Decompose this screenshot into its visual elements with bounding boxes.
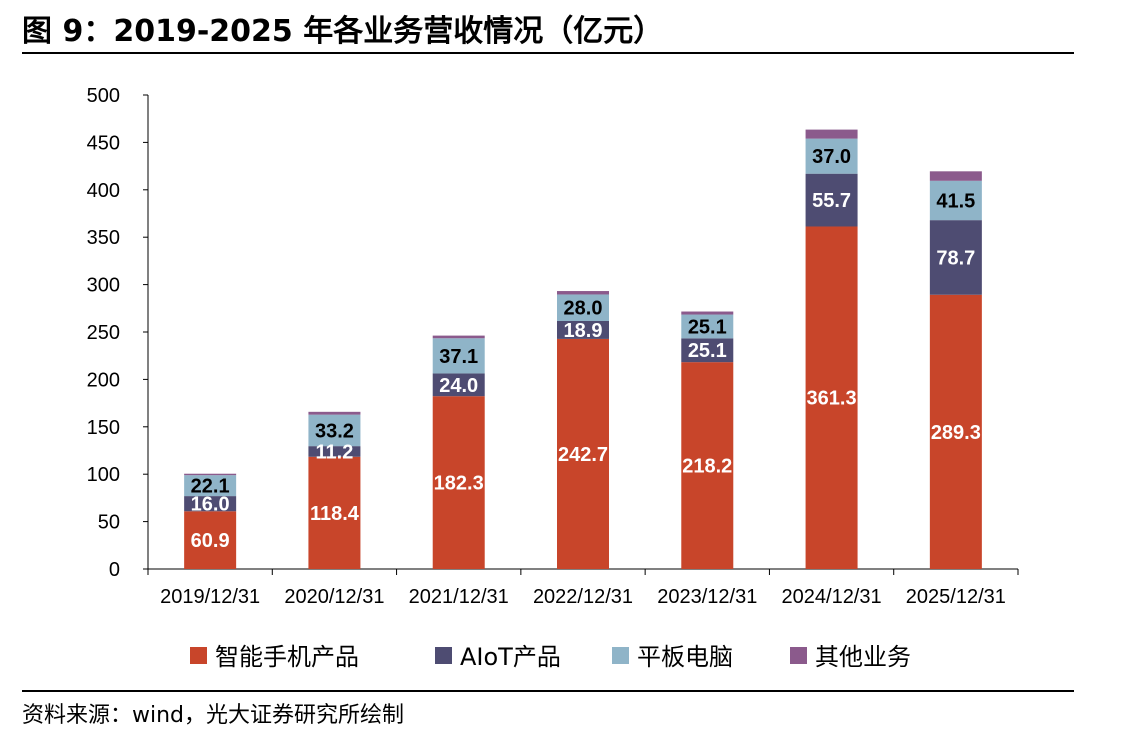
y-tick-label: 500 bbox=[87, 85, 120, 107]
chart-title: 图 9：2019-2025 年各业务营收情况（亿元） bbox=[22, 14, 664, 49]
data-label: 218.2 bbox=[682, 456, 732, 478]
bar-segment bbox=[557, 291, 609, 295]
bar-segment bbox=[184, 473, 237, 476]
bar-segment bbox=[681, 314, 734, 339]
bar-segment bbox=[184, 511, 237, 569]
data-label: 118.4 bbox=[310, 503, 360, 525]
x-tick-label: 2021/12/31 bbox=[409, 586, 509, 608]
bar-segment bbox=[308, 456, 361, 569]
x-tick-label: 2024/12/31 bbox=[782, 586, 882, 608]
bar-segment bbox=[184, 475, 237, 497]
legend-label: 其他业务 bbox=[815, 643, 911, 671]
y-tick-label: 0 bbox=[109, 559, 120, 581]
bar-segment bbox=[681, 311, 734, 315]
chart-legend: 智能手机产品 AIoT产品 平板电脑 其他业务 bbox=[190, 643, 911, 671]
data-label: 41.5 bbox=[936, 190, 975, 212]
data-label: 25.1 bbox=[688, 316, 727, 338]
chart-data-labels: 60.9 16.022.1 118.4 11.233.2 182.3 24.0 37.1 24… bbox=[191, 146, 981, 552]
legend-swatch bbox=[612, 647, 629, 664]
y-tick-label: 350 bbox=[87, 227, 120, 249]
y-tick-label: 100 bbox=[87, 464, 120, 486]
bar-segment bbox=[805, 173, 858, 227]
bar-segment bbox=[184, 496, 237, 512]
legend-label: AIoT产品 bbox=[460, 643, 561, 671]
data-label: 18.9 bbox=[564, 320, 603, 342]
y-tick-label: 400 bbox=[87, 180, 120, 202]
bar-segment bbox=[308, 411, 361, 415]
bar-segment bbox=[557, 294, 609, 322]
bar-segment bbox=[308, 414, 361, 447]
legend-swatch bbox=[190, 647, 207, 664]
bar-segment bbox=[681, 362, 734, 569]
x-tick-label: 2022/12/31 bbox=[533, 586, 633, 608]
data-label: 28.0 bbox=[564, 298, 603, 320]
data-label: 37.0 bbox=[812, 146, 851, 168]
y-tick-label: 250 bbox=[87, 322, 120, 344]
data-label: 11.2 bbox=[316, 441, 354, 463]
legend-swatch bbox=[435, 647, 452, 664]
data-label: 242.7 bbox=[558, 444, 608, 466]
y-tick-label: 50 bbox=[98, 512, 120, 534]
source-note: 资料来源：wind，光大证券研究所绘制 bbox=[22, 703, 405, 728]
bar-segment bbox=[929, 220, 982, 295]
y-tick-label: 150 bbox=[87, 417, 120, 439]
bar-segment bbox=[432, 396, 485, 569]
x-tick-label: 2019/12/31 bbox=[160, 586, 260, 608]
legend-label: 平板电脑 bbox=[637, 643, 733, 671]
bar-segment bbox=[805, 129, 858, 139]
bar-segment bbox=[929, 294, 982, 569]
bar-segment bbox=[557, 338, 609, 569]
data-label: 60.9 bbox=[191, 530, 230, 552]
y-tick-label: 450 bbox=[87, 132, 120, 154]
chart-bars bbox=[184, 129, 982, 569]
bar-segment bbox=[432, 373, 485, 397]
bar-segment bbox=[929, 180, 982, 221]
bar-segment bbox=[929, 171, 982, 181]
x-tick-label: 2020/12/31 bbox=[284, 586, 384, 608]
bottom-rule bbox=[22, 690, 1074, 692]
data-label: 361.3 bbox=[807, 388, 857, 410]
legend-label: 智能手机产品 bbox=[215, 643, 359, 671]
data-label: 37.1 bbox=[439, 346, 478, 368]
top-rule bbox=[22, 52, 1074, 54]
x-tick-label: 2025/12/31 bbox=[906, 586, 1006, 608]
data-label: 33.2 bbox=[315, 420, 354, 442]
bar-segment bbox=[557, 321, 609, 339]
bar-segment bbox=[805, 138, 858, 174]
legend-swatch bbox=[790, 647, 807, 664]
data-label: 16.0 bbox=[191, 494, 230, 516]
chart-axes: 0 50 100 150 200 250 300 350 400 450 500 bbox=[87, 85, 1019, 581]
data-label: 78.7 bbox=[936, 247, 975, 269]
data-label: 55.7 bbox=[812, 190, 851, 212]
bar-segment bbox=[308, 446, 361, 457]
y-tick-label: 200 bbox=[87, 369, 120, 391]
data-label: 22.1 bbox=[191, 476, 230, 498]
bar-segment bbox=[681, 338, 734, 363]
x-tick-label: 2023/12/31 bbox=[657, 586, 757, 608]
chart-x-ticks: 2019/12/31 2020/12/31 2021/12/31 2022/12/31… bbox=[160, 586, 1006, 608]
bar-segment bbox=[432, 338, 485, 374]
data-label: 289.3 bbox=[931, 422, 981, 444]
y-tick-label: 300 bbox=[87, 275, 120, 297]
data-label: 25.1 bbox=[688, 340, 727, 362]
bar-segment bbox=[432, 335, 485, 339]
data-label: 24.0 bbox=[439, 375, 478, 397]
data-label: 182.3 bbox=[434, 473, 484, 495]
bar-segment bbox=[805, 226, 858, 569]
